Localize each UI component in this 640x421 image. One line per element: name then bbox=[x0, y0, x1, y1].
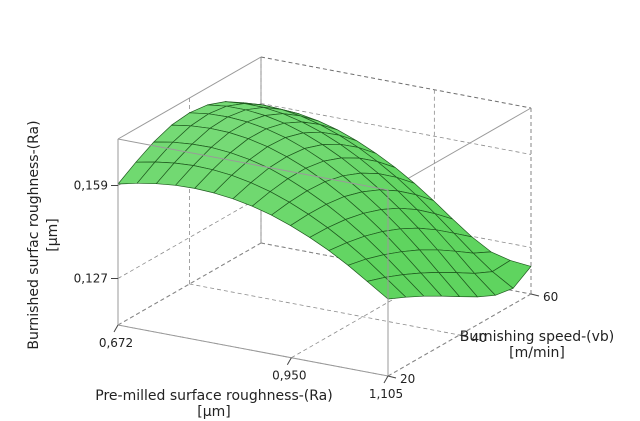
axis-box-front bbox=[117, 138, 389, 377]
box-edge bbox=[117, 324, 389, 377]
y-tick-label: 20 bbox=[400, 372, 415, 386]
x-tick-label: 0,950 bbox=[272, 369, 306, 383]
x-tick-mark bbox=[113, 324, 119, 333]
z-tick-label: 0,159 bbox=[74, 179, 108, 193]
y-axis-label: Burnishing speed-(vb) bbox=[460, 329, 614, 345]
z-axis-label: Burnished surfac roughness-(Ra) bbox=[26, 120, 42, 349]
surface-mesh bbox=[117, 101, 532, 300]
surface-cell bbox=[366, 276, 407, 300]
backwall-grid-z bbox=[260, 103, 532, 155]
y-tick-mark bbox=[530, 293, 540, 297]
box-edge bbox=[260, 56, 532, 109]
x-axis-label: Pre-milled surface roughness-(Ra) bbox=[95, 388, 332, 404]
x-tick-label: 0,672 bbox=[99, 336, 133, 350]
box-edge bbox=[387, 107, 532, 191]
x-axis-unit: [µm] bbox=[197, 404, 230, 420]
y-tick-mark bbox=[459, 334, 468, 338]
box-edge bbox=[117, 138, 389, 191]
x-tick-label: 1,105 bbox=[369, 387, 403, 401]
z-tick-label: 0,127 bbox=[74, 272, 108, 286]
floor-grid-y bbox=[260, 242, 532, 295]
y-tick-label: 60 bbox=[543, 290, 558, 304]
z-axis-unit: [µm] bbox=[45, 218, 61, 251]
y-axis-unit: [m/min] bbox=[509, 345, 565, 361]
y-tick-label: 40 bbox=[472, 331, 487, 345]
y-tick-mark bbox=[387, 375, 397, 379]
floor-grid-y bbox=[189, 283, 460, 336]
x-tick-mark bbox=[383, 375, 389, 384]
x-tick-mark bbox=[286, 357, 292, 365]
